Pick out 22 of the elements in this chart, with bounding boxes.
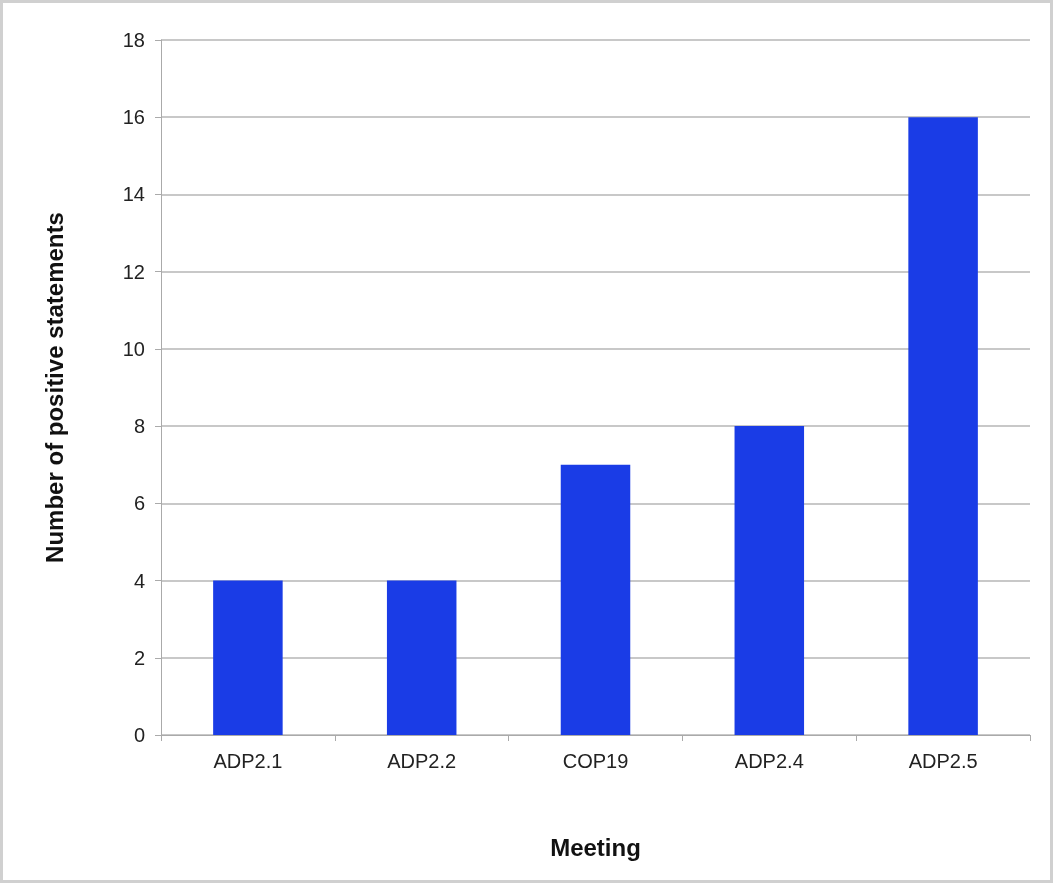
bar [386, 580, 457, 735]
y-tick-label: 12 [122, 260, 145, 283]
bar [734, 426, 805, 735]
x-tick-label: ADP2.2 [387, 750, 457, 772]
y-tick-label: 10 [122, 337, 145, 360]
bar [560, 464, 631, 735]
x-tick-label: ADP2.1 [213, 750, 283, 772]
y-tick-label: 0 [133, 724, 145, 746]
y-tick-label: 14 [122, 183, 145, 206]
bar [908, 117, 978, 735]
x-tick-label: ADP2.5 [908, 750, 978, 772]
y-axis-title: Number of positive statements [40, 212, 68, 563]
y-tick-label: 4 [133, 569, 145, 592]
y-tick-label: 18 [122, 29, 145, 51]
y-tick-label: 8 [133, 415, 145, 438]
y-tick-label: 6 [133, 492, 145, 515]
y-tick-label: 16 [122, 106, 145, 129]
y-tick-label: 2 [133, 646, 145, 669]
x-tick-label: ADP2.4 [734, 750, 804, 772]
x-tick-label: COP19 [562, 750, 629, 772]
x-axis-title: Meeting [550, 833, 641, 861]
bar [213, 580, 283, 735]
